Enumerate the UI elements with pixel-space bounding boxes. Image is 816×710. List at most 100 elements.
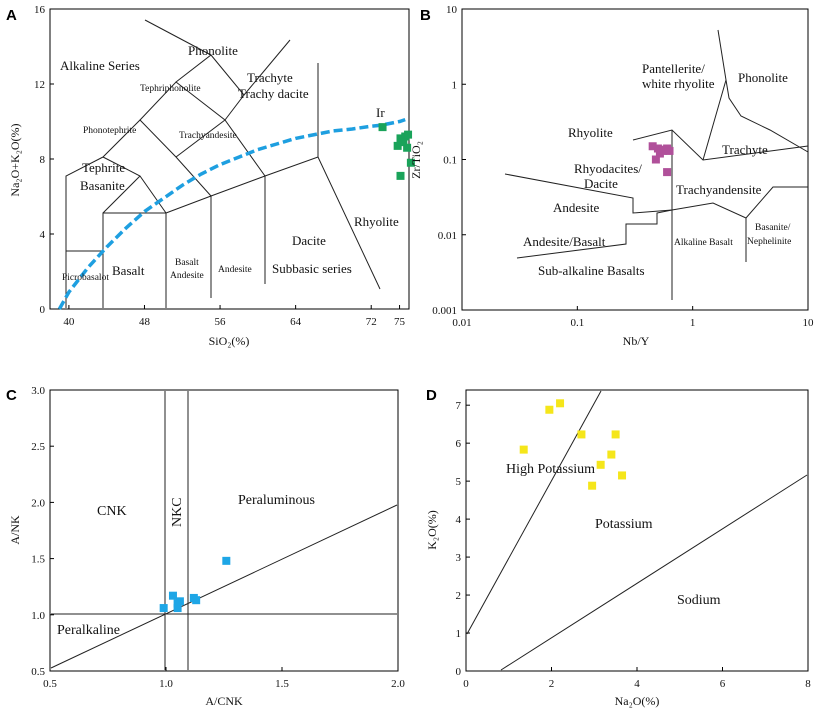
- panel-label-b: B: [420, 7, 431, 24]
- panel-d-ticks: 0 2 4 6 8 0 1 2 3 4 5 6 7: [456, 400, 812, 690]
- panel-b-ytick-label: 0.01: [438, 230, 457, 242]
- panel-d-ytick-label: 6: [456, 438, 462, 450]
- panel-a-data-point: [399, 138, 408, 147]
- panel-b-data-point: [663, 168, 672, 177]
- panel-d-ytick-label: 0: [456, 666, 462, 678]
- panel-c-ytick-label: 1.5: [31, 554, 45, 566]
- panel-d-points: [519, 399, 627, 490]
- label-sub-alkaline-basalts: Sub-alkaline Basalts: [538, 263, 645, 278]
- panel-c-ytick-label: 2.0: [31, 497, 45, 509]
- label-peraluminous: Peraluminous: [238, 493, 315, 508]
- panel-c-data-point: [173, 604, 182, 613]
- label-nephelinite: Nephelinite: [747, 237, 791, 247]
- panel-b-field-boundaries: [504, 29, 809, 300]
- panel-a-ytick-label: 4: [40, 229, 46, 241]
- label-trachyte: Trachyte: [247, 70, 293, 85]
- panel-c: C 0.5 1.0 1.5 2.0 0.5 1.0 1.5 2.0 2.5 3.0 CNK NKC…: [6, 385, 405, 708]
- panel-c-xtick-label: 1.0: [159, 678, 173, 690]
- panel-d-ytick-label: 5: [456, 476, 462, 488]
- panel-c-ytick-label: 1.0: [31, 610, 45, 622]
- panel-d-data-point: [556, 399, 565, 408]
- panel-a-data-point: [393, 141, 402, 150]
- panel-a-xtick-label: 72: [366, 316, 377, 328]
- label-andesite-b: Andesite: [553, 200, 599, 215]
- label-basanite: Basanite: [80, 178, 125, 193]
- panel-b-ytick-label: 1: [452, 79, 458, 91]
- panel-a-ytick-label: 8: [40, 154, 46, 166]
- panel-a-ytick-label: 12: [34, 79, 45, 91]
- panel-a-xtick-label: 40: [63, 316, 75, 328]
- panel-c-data-point: [175, 597, 184, 606]
- panel-d-xtick-label: 6: [720, 678, 726, 690]
- label-white-rhyolite: white rhyolite: [642, 76, 715, 91]
- label-nkc: NKC: [170, 497, 185, 527]
- panel-c-xtick-label: 0.5: [43, 678, 57, 690]
- ir-trend-curve: [57, 117, 406, 310]
- label-dacite: Dacite: [292, 233, 326, 248]
- panel-label-c: C: [6, 387, 17, 404]
- panel-d: D 0 2 4 6 8 0 1 2 3 4 5 6 7 High Potassium Potassium…: [425, 387, 811, 708]
- label-trachy-dacite: Trachy dacite: [238, 86, 309, 101]
- panel-c-data-point: [192, 596, 201, 605]
- panel-c-ylabel: A/NK: [8, 515, 22, 545]
- label-trachyte-b: Trachyte: [722, 142, 768, 157]
- label-basalt-andesite-2: Andesite: [170, 271, 204, 281]
- panel-b-ylabel: Zr/TiO₂: [409, 141, 423, 179]
- label-cnk: CNK: [97, 504, 127, 519]
- panel-a-points: [378, 123, 415, 180]
- panel-d-xtick-label: 2: [549, 678, 555, 690]
- panel-d-data-point: [596, 460, 605, 469]
- panel-a-data-point: [404, 130, 413, 139]
- panel-c-data-point: [222, 556, 231, 565]
- panel-d-ytick-label: 4: [456, 514, 462, 526]
- panel-b-points: [648, 142, 674, 177]
- label-dacite-b: Dacite: [584, 176, 618, 191]
- label-trachyandesite: Trachyandesite: [179, 131, 237, 141]
- label-picrobasalt: Picrobasalot: [62, 273, 109, 283]
- label-subbasic-series: Subbasic series: [272, 261, 352, 276]
- panel-label-d: D: [426, 387, 437, 404]
- panel-c-xtick-label: 1.5: [275, 678, 289, 690]
- panel-a-xtick-label: 48: [139, 316, 151, 328]
- panel-c-ticks: 0.5 1.0 1.5 2.0 0.5 1.0 1.5 2.0 2.5 3.0: [31, 385, 405, 690]
- label-alkaline-series: Alkaline Series: [60, 58, 140, 73]
- label-phonotephrite: Phonotephrite: [83, 126, 136, 136]
- panel-c-xtick-label: 2.0: [391, 678, 405, 690]
- label-peralkaline: Peralkaline: [57, 623, 120, 638]
- panel-d-xtick-label: 4: [634, 678, 640, 690]
- panel-c-data-point: [168, 591, 177, 600]
- label-andesite-basalt: Andesite/Basalt: [523, 234, 606, 249]
- panel-a-xtick-label: 75: [394, 316, 406, 328]
- panel-a-ylabel: Na₂O+K₂O(%): [8, 123, 22, 196]
- panel-b-data-point: [648, 142, 657, 151]
- label-tephriphonolite: Tephriphonolite: [140, 84, 201, 94]
- panel-d-xtick-label: 0: [463, 678, 469, 690]
- panel-b-data-point: [655, 149, 664, 158]
- label-basalt-andesite-1: Basalt: [175, 258, 199, 268]
- panel-d-data-point: [545, 405, 554, 414]
- panel-d-data-point: [618, 471, 627, 480]
- panel-a-xtick-label: 56: [215, 316, 227, 328]
- panel-a-data-point: [403, 143, 412, 152]
- panel-c-xlabel: A/CNK: [205, 694, 243, 708]
- label-potassium: Potassium: [595, 517, 653, 532]
- panel-label-a: A: [6, 7, 17, 24]
- panel-a-xlabel: SiO₂(%): [209, 334, 250, 348]
- panel-c-ytick-label: 0.5: [31, 666, 45, 678]
- label-basanite-b: Basanite/: [755, 223, 791, 233]
- panel-b-data-point: [653, 144, 662, 153]
- panel-c-ytick-label: 2.5: [31, 441, 45, 453]
- panel-d-data-point: [577, 430, 586, 439]
- panel-c-field-boundaries: [50, 391, 398, 670]
- label-basalt: Basalt: [112, 263, 145, 278]
- panel-d-data-point: [519, 445, 528, 454]
- panel-c-data-point: [159, 604, 168, 613]
- label-rhyolite-b: Rhyolite: [568, 125, 613, 140]
- panel-b-xtick-label: 0.01: [452, 317, 471, 329]
- panel-d-data-point: [611, 430, 620, 439]
- panel-d-ytick-label: 3: [456, 552, 462, 564]
